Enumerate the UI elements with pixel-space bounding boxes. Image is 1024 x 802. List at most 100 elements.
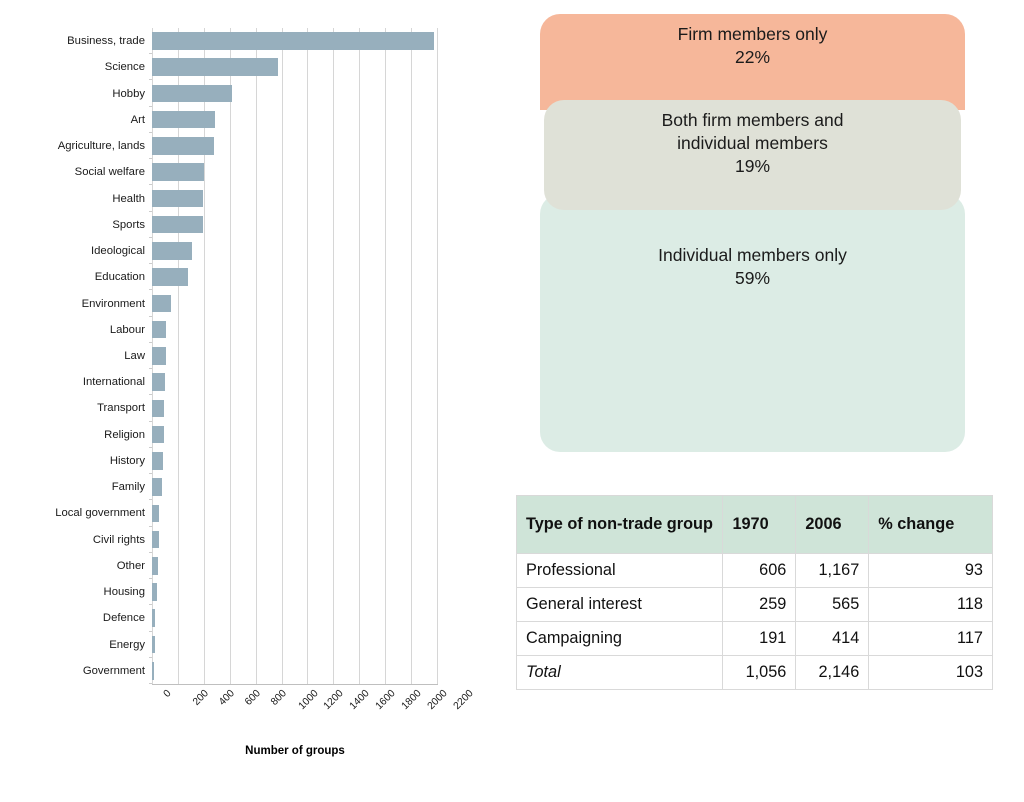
y-axis-tick	[149, 105, 152, 107]
y-axis-tick	[149, 289, 152, 291]
segment-firm-members-only: Firm members only 22%	[540, 14, 965, 110]
table-header-pct-change: % change	[868, 495, 993, 554]
x-tick-label: 800	[268, 688, 289, 708]
bar-row[interactable]: Religion	[104, 422, 437, 448]
bar[interactable]	[152, 635, 155, 654]
bar[interactable]	[152, 661, 154, 680]
bar-category-label: Law	[124, 349, 145, 362]
bar-row[interactable]: Labour	[110, 317, 437, 343]
bar-row[interactable]: Other	[117, 553, 437, 580]
bar-row[interactable]: Science	[105, 54, 437, 81]
bar[interactable]	[152, 478, 163, 496]
segment-both-members-label-line1: Both firm members and	[661, 110, 844, 130]
bar[interactable]	[152, 32, 435, 50]
x-tick-label: 2200	[451, 688, 476, 712]
bar-row[interactable]: Environment	[82, 290, 437, 317]
bar[interactable]	[152, 452, 164, 470]
table-cell-2006: 565	[795, 587, 870, 622]
bar[interactable]	[152, 110, 216, 129]
bar[interactable]	[152, 347, 166, 365]
y-axis-tick	[149, 630, 152, 632]
table-header-group-type: Type of non-trade group	[515, 495, 724, 554]
x-tick-label: 1400	[348, 688, 373, 712]
bar[interactable]	[152, 530, 159, 549]
bar-row[interactable]: Civil rights	[93, 527, 437, 553]
bar[interactable]	[152, 609, 156, 628]
bar[interactable]	[152, 399, 165, 418]
table-cell-1970: 191	[722, 621, 797, 656]
bar-row[interactable]: Housing	[104, 579, 437, 606]
bar[interactable]	[152, 137, 215, 155]
x-axis-title: Number of groups	[245, 745, 345, 757]
bar[interactable]	[152, 268, 189, 286]
bar[interactable]	[152, 504, 160, 523]
bar-category-label: Art	[130, 113, 145, 126]
bar[interactable]	[152, 163, 204, 181]
x-tick-label: 200	[190, 688, 211, 708]
segment-both-members: Both firm members and individual members…	[544, 100, 961, 210]
y-axis-tick	[149, 315, 152, 317]
segment-both-members-percent: 19%	[734, 156, 771, 177]
bar-row[interactable]: Social welfare	[75, 159, 437, 186]
bar-row[interactable]: Health	[112, 185, 437, 212]
x-axis-tick-labels: 0 200 400 600 800 1000 1200 1400 1600 1800 2000 220…	[152, 688, 476, 738]
y-axis-tick	[149, 236, 152, 238]
bar[interactable]	[152, 583, 158, 601]
bar[interactable]	[152, 84, 233, 103]
bar-row[interactable]: Family	[112, 474, 437, 501]
bar[interactable]	[152, 215, 203, 234]
bar-row[interactable]: Defence	[103, 605, 437, 632]
bar-category-label: Sports	[112, 218, 145, 231]
table-row: Professional 606 1,167 93	[515, 553, 993, 588]
bar-row[interactable]: Art	[131, 107, 437, 133]
y-axis-tick	[149, 656, 152, 658]
x-axis-line	[152, 684, 438, 685]
y-axis-tick	[149, 525, 152, 527]
bar-row[interactable]: Government	[83, 658, 437, 684]
bar-category-label: Religion	[104, 428, 145, 441]
bar-row[interactable]: International	[83, 369, 437, 396]
bar-row[interactable]: Agriculture, lands	[58, 133, 437, 160]
table-header-row: Type of non-trade group 1970 2006 % chan…	[515, 495, 993, 554]
table-header-1970: 1970	[722, 495, 797, 554]
x-tick-label: 1600	[373, 688, 398, 712]
bar[interactable]	[152, 556, 159, 575]
bar[interactable]	[152, 242, 193, 260]
table-row: General interest 259 565 118	[515, 587, 993, 622]
bar-category-label: History	[109, 454, 145, 467]
table-cell-1970: 1,056	[722, 655, 797, 690]
bar-row[interactable]: Law	[124, 343, 437, 370]
bar[interactable]	[152, 58, 278, 76]
bar[interactable]	[152, 320, 167, 339]
x-tick-label: 600	[242, 688, 263, 708]
bar-row[interactable]: History	[110, 448, 437, 475]
y-axis-tick	[149, 368, 152, 370]
table-cell-2006: 414	[795, 621, 870, 656]
bar-row[interactable]: Education	[95, 264, 437, 291]
gridline	[437, 28, 438, 684]
table-cell-1970: 259	[722, 587, 797, 622]
bar-category-label: Local government	[55, 507, 145, 520]
y-axis-tick	[149, 473, 152, 475]
bar-category-label: Energy	[109, 638, 145, 651]
bar[interactable]	[152, 189, 204, 208]
bar-row[interactable]: Energy	[109, 632, 437, 658]
bar-row[interactable]: Business, trade	[67, 28, 437, 55]
bar-category-label: Housing	[103, 586, 145, 599]
bar-category-label: Civil rights	[92, 533, 145, 546]
bar[interactable]	[152, 294, 172, 313]
bar-category-label: Education	[94, 271, 145, 284]
table-cell-pct-change: 93	[868, 553, 993, 588]
bar[interactable]	[152, 373, 165, 391]
table-header-2006: 2006	[795, 495, 870, 554]
bar-category-label: Science	[104, 61, 145, 74]
bar-category-label: Hobby	[112, 87, 145, 100]
bar-row[interactable]: Local government	[55, 500, 437, 527]
bar-row[interactable]: Transport	[97, 395, 437, 422]
bar[interactable]	[152, 425, 164, 444]
non-trade-group-table: Type of non-trade group 1970 2006 % chan…	[515, 495, 993, 690]
bar-row[interactable]: Hobby	[112, 80, 437, 107]
bar-row[interactable]: Sports	[112, 212, 437, 238]
x-tick-label: 2000	[425, 688, 450, 712]
bar-row[interactable]: Ideological	[91, 238, 437, 265]
